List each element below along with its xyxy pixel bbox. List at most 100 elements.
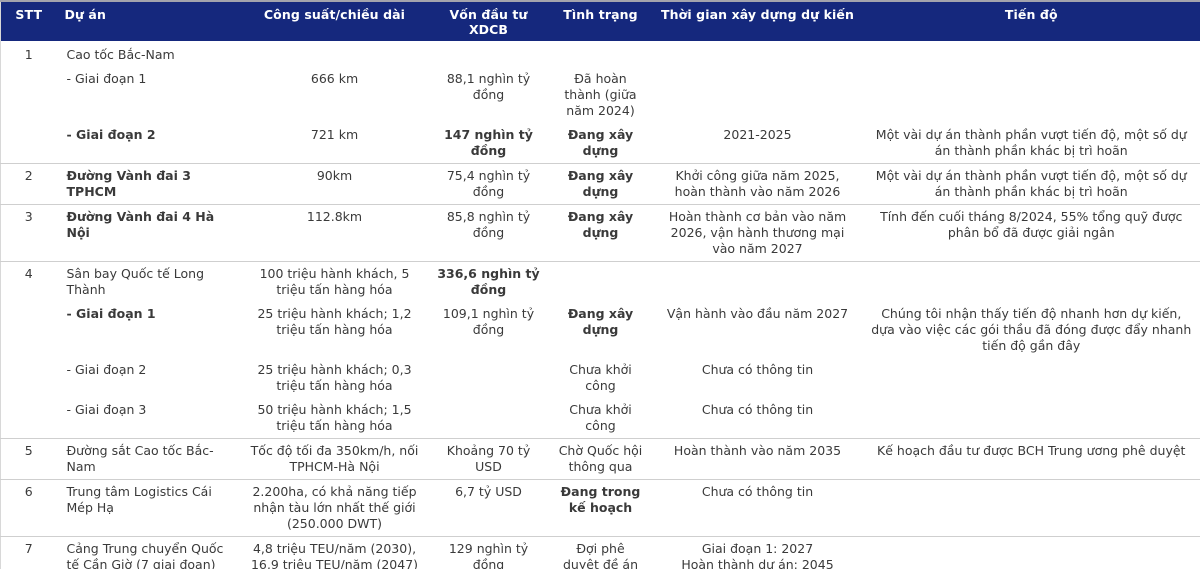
cell-du-an: - Giai đoạn 2 [66, 362, 147, 377]
cell-thoi-gian: Chưa có thông tin [652, 479, 863, 537]
cell-thoi-gian: Hoàn thành cơ bản vào năm 2026, vận hành… [652, 204, 863, 262]
cell-von-dau-tu: 147 nghìn tỷ đồng [428, 123, 549, 164]
cell-thoi-gian: Khởi công giữa năm 2025, hoàn thành vào … [652, 163, 863, 205]
cell-tinh-trang: Đang xây dựng [548, 163, 653, 205]
cell-von-dau-tu: Khoảng 70 tỷ USD [428, 438, 549, 480]
cell-tinh-trang: Đang xây dựng [548, 123, 653, 164]
cell-tinh-trang: Đang xây dựng [548, 204, 653, 262]
table-row: 6 Trung tâm Logistics Cái Mép Hạ 2.200ha, … [0, 479, 1200, 537]
cell-stt [0, 398, 57, 439]
cell-thoi-gian [653, 262, 863, 303]
cell-von-dau-tu: 85,8 nghìn tỷ đồng [428, 204, 549, 262]
cell-von-dau-tu: 336,6 nghìn tỷ đồng [437, 266, 540, 297]
cell-cong-suat: 25 triệu hành khách; 1,2 triệu tấn hàng … [257, 306, 412, 337]
cell-von-dau-tu: 75,4 nghìn tỷ đồng [428, 163, 549, 205]
cell-tinh-trang: Đợi phê duyệt đề án [563, 541, 638, 569]
cell-tinh-trang [549, 41, 653, 67]
header-row: STT Dự án Công suất/chiều dài Vốn đầu tư XD… [0, 1, 1200, 41]
cell-stt [1, 358, 57, 398]
cell-stt: 7 [24, 541, 33, 556]
cell-tinh-trang: Đang xây dựng [567, 306, 634, 337]
column-header-tinh-trang: Tình trạng [548, 1, 653, 41]
cell-cong-suat: Tốc độ tối đa 350km/h, nối TPHCM-Hà Nội [240, 438, 429, 480]
cell-cong-suat: 721 km [240, 123, 429, 164]
cell-stt [1, 302, 57, 358]
table-body: 1 Cao tốc Bắc-Nam - Giai đoạn 1 666 km 88,1 … [0, 41, 1200, 569]
column-header-stt: STT [0, 1, 57, 41]
cell-thoi-gian: Giai đoạn 1: 2027 Hoàn thành dự án: 2045 [681, 541, 834, 569]
table-row: - Giai đoạn 3 50 triệu hành khách; 1,5 tr… [0, 398, 1200, 439]
cell-du-an: Trung tâm Logistics Cái Mép Hạ [56, 479, 241, 537]
cell-du-an: Đường Vành đai 3 TPHCM [56, 163, 241, 205]
table-row: - Giai đoạn 2 721 km 147 nghìn tỷ đồng Đang… [0, 123, 1200, 164]
cell-cong-suat: 112.8km [240, 204, 429, 262]
cell-von-dau-tu [428, 398, 549, 439]
cell-thoi-gian [653, 41, 863, 67]
table-row: - Giai đoạn 1 666 km 88,1 nghìn tỷ đồng Đã … [1, 67, 1200, 123]
cell-du-an: - Giai đoạn 1 [66, 71, 147, 86]
cell-tien-do: Một vài dự án thành phần vượt tiến độ, m… [862, 163, 1200, 205]
table-row: 3 Đường Vành đai 4 Hà Nội 112.8km 85,8 nghì… [0, 204, 1200, 262]
table-row: - Giai đoạn 2 25 triệu hành khách; 0,3 tr… [1, 358, 1200, 398]
column-header-cong-suat: Công suất/chiều dài [240, 1, 429, 41]
cell-tien-do [862, 479, 1200, 537]
cell-du-an: Đường Vành đai 4 Hà Nội [56, 204, 241, 262]
table-header: STT Dự án Công suất/chiều dài Vốn đầu tư XD… [0, 1, 1200, 41]
cell-stt: 2 [0, 163, 57, 205]
cell-stt [1, 67, 57, 123]
cell-cong-suat: 50 triệu hành khách; 1,5 triệu tấn hàng … [240, 398, 429, 439]
cell-du-an: - Giai đoạn 3 [56, 398, 241, 439]
cell-tien-do [862, 398, 1200, 439]
cell-cong-suat [241, 41, 429, 67]
cell-du-an: Đường sắt Cao tốc Bắc- Nam [56, 438, 241, 480]
cell-thoi-gian: Vận hành vào đầu năm 2027 [666, 306, 849, 321]
column-header-thoi-gian: Thời gian xây dựng dự kiến [652, 1, 863, 41]
cell-tien-do [863, 262, 1200, 303]
cell-du-an: - Giai đoạn 1 [66, 306, 156, 321]
cell-stt: 4 [24, 266, 33, 281]
cell-cong-suat: 25 triệu hành khách; 0,3 triệu tấn hàng … [257, 362, 412, 393]
column-header-du-an: Dự án [56, 1, 241, 41]
column-header-von-dau-tu: Vốn đầu tư XDCB [428, 1, 549, 41]
cell-thoi-gian [653, 67, 863, 123]
table-row: 7 Cảng Trung chuyển Quốc tế Cần Giờ (7 gi… [1, 537, 1200, 569]
cell-stt: 1 [24, 47, 33, 62]
cell-du-an: Cảng Trung chuyển Quốc tế Cần Giờ (7 gia… [66, 541, 224, 569]
cell-tien-do [863, 358, 1200, 398]
cell-tien-do [863, 537, 1200, 569]
cell-tien-do [863, 67, 1200, 123]
column-header-tien-do: Tiến độ [862, 1, 1200, 41]
cell-cong-suat: 2.200ha, có khả năng tiếp nhận tàu lớn n… [240, 479, 429, 537]
cell-von-dau-tu: 88,1 nghìn tỷ đồng [446, 71, 531, 102]
cell-tinh-trang: Chưa khởi công [569, 362, 632, 393]
cell-du-an: - Giai đoạn 2 [56, 123, 241, 164]
cell-tinh-trang: Đang trong kế hoạch [548, 479, 653, 537]
cell-du-an: Sân bay Quốc tế Long Thành [66, 266, 205, 297]
cell-von-dau-tu [429, 358, 549, 398]
cell-cong-suat: 100 triệu hành khách, 5 triệu tấn hàng h… [259, 266, 410, 297]
cell-stt: 3 [0, 204, 57, 262]
cell-cong-suat: 666 km [310, 71, 359, 86]
cell-tien-do: Một vài dự án thành phần vượt tiến độ, m… [862, 123, 1200, 164]
cell-cong-suat: 4,8 triệu TEU/năm (2030), 16,9 triệu TEU… [250, 541, 419, 569]
table-row: 5 Đường sắt Cao tốc Bắc- Nam Tốc độ tối đa… [0, 438, 1200, 480]
table-row: - Giai đoạn 1 25 triệu hành khách; 1,2 tr… [1, 302, 1200, 358]
cell-tien-do [863, 41, 1200, 67]
table-row: 4 Sân bay Quốc tế Long Thành 100 triệu hàn… [1, 262, 1200, 303]
cell-tinh-trang: Chờ Quốc hội thông qua [548, 438, 653, 480]
cell-tien-do: Chúng tôi nhận thấy tiến độ nhanh hơn dự… [871, 306, 1192, 353]
cell-tinh-trang: Chưa khởi công [548, 398, 653, 439]
cell-von-dau-tu [429, 41, 549, 67]
table-row: 2 Đường Vành đai 3 TPHCM 90km 75,4 nghìn tỷ… [0, 163, 1200, 205]
cell-cong-suat: 90km [240, 163, 429, 205]
cell-stt: 5 [0, 438, 57, 480]
cell-von-dau-tu: 109,1 nghìn tỷ đồng [442, 306, 535, 337]
cell-thoi-gian: 2021-2025 [652, 123, 863, 164]
cell-tien-do: Tính đến cuối tháng 8/2024, 55% tổng quỹ… [862, 204, 1200, 262]
cell-von-dau-tu: 6,7 tỷ USD [428, 479, 549, 537]
cell-stt: 6 [0, 479, 57, 537]
table-row: 1 Cao tốc Bắc-Nam [1, 41, 1200, 67]
cell-thoi-gian: Chưa có thông tin [701, 362, 814, 377]
cell-thoi-gian: Hoàn thành vào năm 2035 [652, 438, 863, 480]
